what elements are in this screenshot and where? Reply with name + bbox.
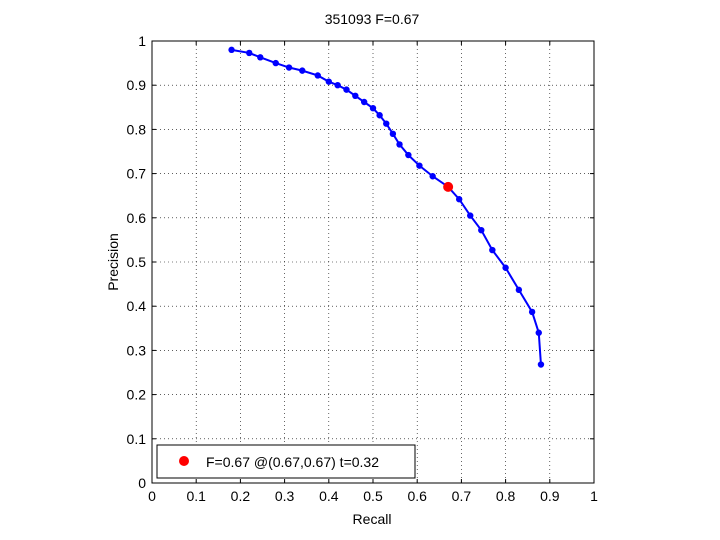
x-axis-label: Recall <box>353 511 392 527</box>
data-point <box>467 212 474 219</box>
x-tick-label: 0.4 <box>319 488 339 504</box>
y-tick-label: 0.3 <box>127 342 147 358</box>
data-point <box>455 196 463 203</box>
axis-ticks <box>151 40 595 484</box>
y-tick-label: 0.6 <box>127 210 147 226</box>
data-point <box>360 98 368 106</box>
data-point <box>535 329 542 336</box>
x-tick-label: 0.9 <box>540 488 560 504</box>
data-point <box>383 120 390 127</box>
x-tick-label: 0 <box>148 488 156 504</box>
x-tick-label: 0.6 <box>407 488 427 504</box>
data-point <box>369 104 377 112</box>
data-point <box>343 86 350 93</box>
data-point <box>299 67 306 74</box>
y-axis-label: Precision <box>105 233 121 291</box>
chart-title: 351093 F=0.67 <box>325 11 420 27</box>
data-point <box>405 151 412 159</box>
data-point <box>246 49 253 57</box>
data-point <box>515 286 523 294</box>
data-point <box>502 264 509 271</box>
x-tick-label: 0.2 <box>231 488 251 504</box>
x-tick-label: 0.3 <box>275 488 295 504</box>
x-tick-labels: 0 0.1 0.2 0.3 0.4 0.5 0.6 0.7 0.8 0.9 1 <box>148 488 598 504</box>
y-tick-label: 0.1 <box>127 431 147 447</box>
y-tick-labels: 0 0.1 0.2 0.3 0.4 0.5 0.6 0.7 0.8 0.9 1 <box>127 33 147 491</box>
data-point <box>396 141 403 148</box>
best-f-point <box>443 181 454 192</box>
data-point <box>314 72 321 79</box>
legend: F=0.67 @(0.67,0.67) t=0.32 <box>156 444 416 479</box>
data-point <box>416 162 423 169</box>
data-point <box>528 308 536 316</box>
data-point <box>478 226 485 234</box>
data-point <box>489 246 496 254</box>
data-point <box>537 361 545 368</box>
data-point <box>352 92 359 100</box>
legend-box <box>156 444 416 479</box>
y-tick-label: 1 <box>138 33 146 49</box>
data-point <box>389 130 397 138</box>
x-tick-label: 0.1 <box>186 488 206 504</box>
grid <box>152 41 594 483</box>
data-point <box>285 64 293 71</box>
y-tick-label: 0.8 <box>127 121 147 137</box>
data-point <box>376 112 383 119</box>
legend-marker <box>179 456 189 466</box>
series-layer <box>228 46 545 368</box>
y-tick-label: 0 <box>138 475 146 491</box>
data-point <box>429 173 436 180</box>
data-point <box>228 46 235 54</box>
y-tick-label: 0.4 <box>127 298 147 314</box>
x-tick-label: 1 <box>590 488 598 504</box>
y-tick-label: 0.2 <box>127 387 147 403</box>
data-point <box>257 54 264 61</box>
x-tick-label: 0.5 <box>363 488 383 504</box>
legend-label: F=0.67 @(0.67,0.67) t=0.32 <box>206 454 379 470</box>
data-point <box>325 78 332 85</box>
y-tick-label: 0.9 <box>127 77 147 93</box>
x-tick-label: 0.8 <box>496 488 516 504</box>
data-point <box>272 59 279 67</box>
y-tick-label: 0.5 <box>127 254 147 270</box>
y-tick-label: 0.7 <box>127 166 147 182</box>
x-tick-label: 0.7 <box>452 488 472 504</box>
data-point <box>334 82 341 89</box>
